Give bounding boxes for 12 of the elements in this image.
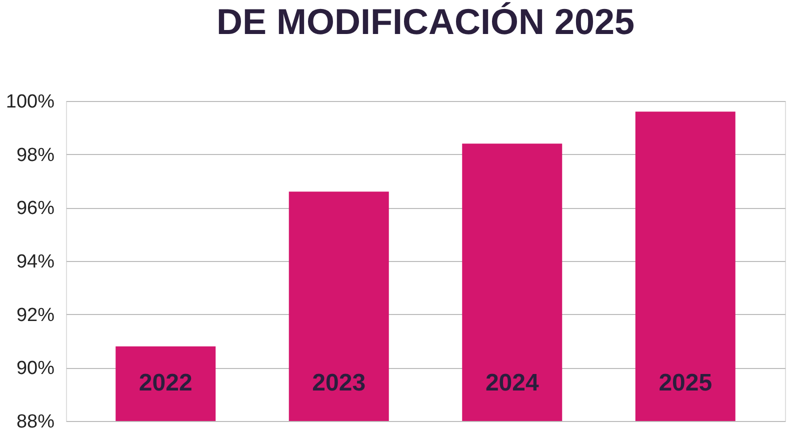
- y-tick-label: 88%: [16, 412, 55, 432]
- y-tick-label: 98%: [16, 144, 55, 166]
- x-tick-label: 2024: [485, 370, 540, 396]
- y-tick-label: 90%: [16, 358, 55, 380]
- x-tick-label: 2023: [312, 370, 366, 396]
- x-tick-label: 2025: [658, 370, 712, 396]
- chart-title: DE MODIFICACIÓN 2025: [216, 1, 635, 42]
- y-tick-label: 94%: [16, 252, 55, 272]
- y-tick-label: 92%: [16, 304, 55, 326]
- y-tick-label: 96%: [16, 198, 55, 220]
- y-tick-label: 100%: [6, 92, 55, 112]
- x-tick-label: 2022: [138, 370, 192, 396]
